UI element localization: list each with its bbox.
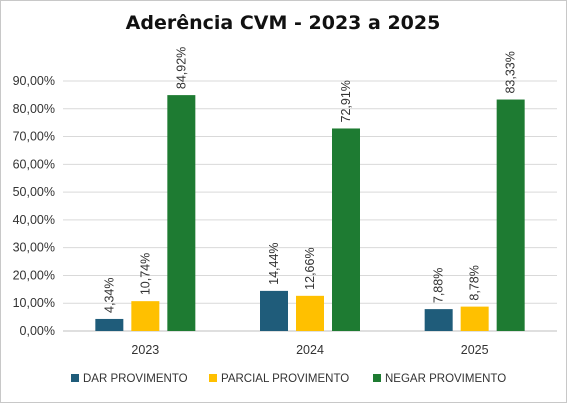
data-label: 12,66% bbox=[303, 247, 317, 289]
legend-swatch bbox=[71, 374, 79, 382]
y-tick-label: 40,00% bbox=[13, 213, 55, 227]
legend-label: PARCIAL PROVIMENTO bbox=[221, 373, 349, 385]
gridlines bbox=[63, 80, 557, 332]
data-label: 14,44% bbox=[267, 242, 281, 284]
data-label: 10,74% bbox=[138, 253, 152, 295]
data-label: 8,78% bbox=[468, 265, 482, 300]
x-category-label: 2023 bbox=[131, 343, 159, 357]
y-tick-label: 70,00% bbox=[13, 130, 55, 144]
y-tick-label: 0,00% bbox=[20, 324, 55, 338]
legend-swatch bbox=[373, 374, 381, 382]
bar bbox=[332, 128, 360, 331]
y-tick-label: 60,00% bbox=[13, 157, 55, 171]
bar bbox=[424, 309, 453, 331]
y-tick-label: 80,00% bbox=[13, 102, 55, 116]
bar bbox=[260, 290, 288, 331]
data-label: 72,91% bbox=[339, 80, 353, 122]
legend: DAR PROVIMENTO PARCIAL PROVIMENTO NEGAR PR… bbox=[71, 373, 506, 385]
data-label: 7,88% bbox=[432, 268, 446, 303]
bar bbox=[95, 318, 124, 331]
legend-label: DAR PROVIMENTO bbox=[83, 373, 188, 385]
y-tick-label: 30,00% bbox=[13, 241, 55, 255]
chart-title: Aderência CVM - 2023 a 2025 bbox=[126, 12, 441, 34]
legend-label: NEGAR PROVIMENTO bbox=[385, 373, 506, 385]
data-label: 84,92% bbox=[174, 47, 188, 89]
bar bbox=[167, 95, 196, 331]
y-tick-label: 90,00% bbox=[13, 74, 55, 88]
data-label: 4,34% bbox=[102, 277, 116, 312]
bar bbox=[460, 306, 489, 331]
y-tick-label: 20,00% bbox=[13, 268, 55, 282]
bar bbox=[296, 295, 324, 331]
y-tick-label: 10,00% bbox=[13, 296, 55, 310]
y-tick-label: 50,00% bbox=[13, 185, 55, 199]
bars bbox=[95, 95, 525, 332]
data-labels: 4,34% 10,74% 84,92% 14,44% 12,66% 72,91% 7,88%… bbox=[102, 47, 517, 313]
bar bbox=[131, 301, 160, 331]
y-axis-ticks: 0,00% 10,00% 20,00% 30,00% 40,00% 50,00% 60,00… bbox=[13, 74, 55, 338]
legend-swatch bbox=[209, 374, 217, 382]
data-label: 83,33% bbox=[504, 51, 518, 93]
x-axis-categories: 2023 2024 2025 bbox=[131, 343, 488, 357]
x-category-label: 2025 bbox=[461, 343, 489, 357]
bar bbox=[496, 99, 525, 332]
x-category-label: 2024 bbox=[296, 343, 324, 357]
